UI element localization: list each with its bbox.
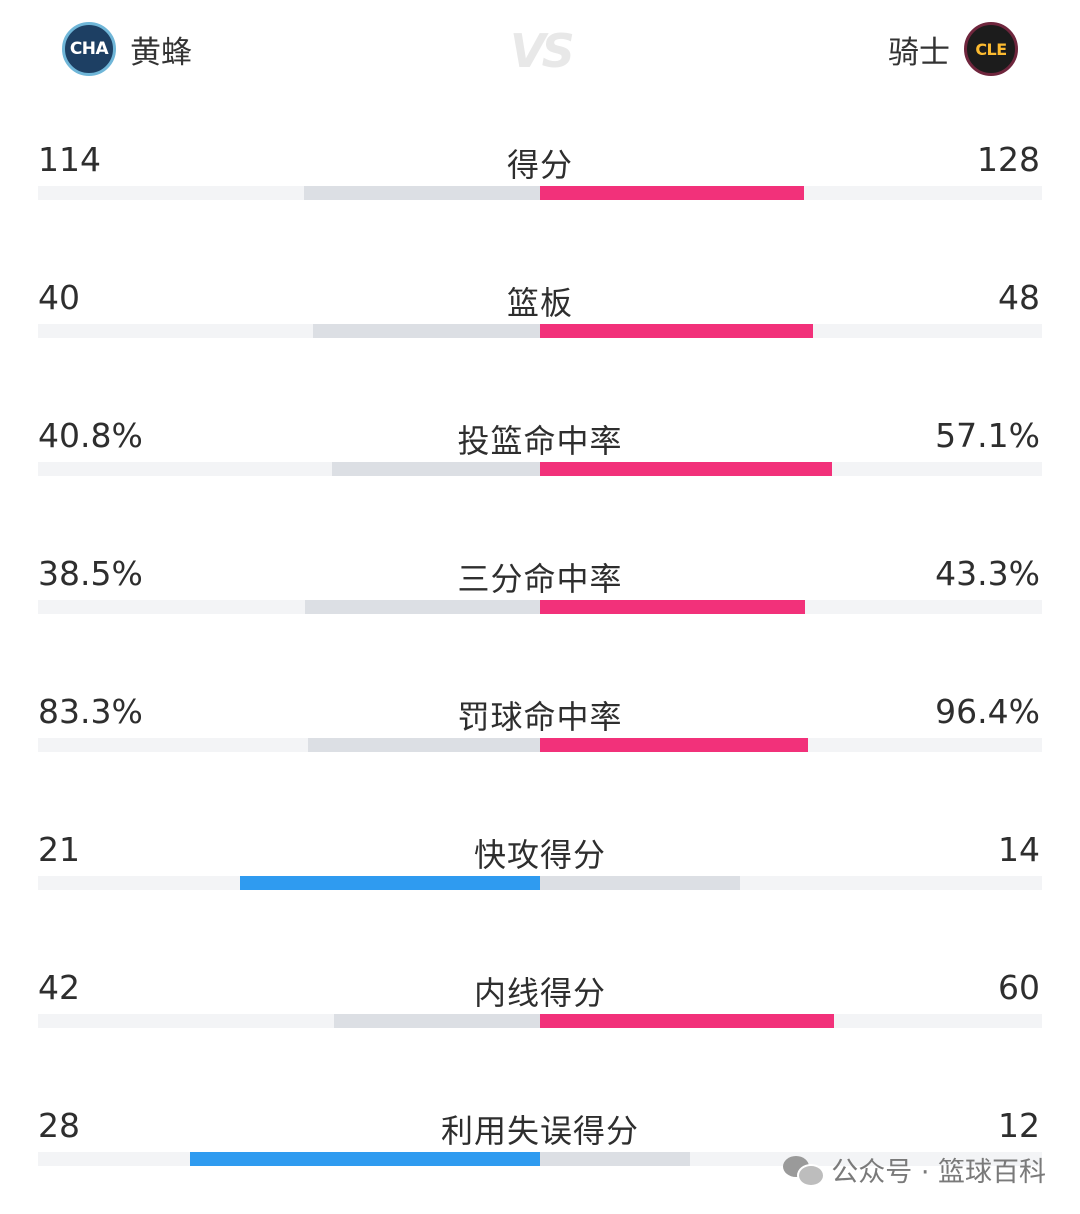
- away-stat-value: 60: [998, 968, 1040, 1007]
- away-stat-bar: [540, 876, 740, 890]
- stat-label: 篮板: [506, 284, 573, 322]
- away-stat-bar: [540, 1014, 834, 1028]
- watermark-text: 公众号 · 篮球百科: [831, 1157, 1046, 1188]
- home-stat-bar: [304, 186, 540, 200]
- away-stat-value: 14: [998, 830, 1040, 869]
- home-stat-bar: [308, 738, 540, 752]
- away-stat-bar: [540, 186, 804, 200]
- away-stat-value: 43.3%: [935, 554, 1040, 593]
- home-stat-value: 38.5%: [38, 554, 143, 593]
- home-stat-bar: [332, 462, 540, 476]
- away-team[interactable]: 骑士 CLE: [888, 22, 1018, 76]
- stat-row: 38.5% 三分命中率 43.3%: [0, 554, 1080, 654]
- stat-row: 21 快攻得分 14: [0, 830, 1080, 930]
- home-stat-value: 40: [38, 278, 80, 317]
- away-stat-value: 96.4%: [935, 692, 1040, 731]
- watermark: 公众号 · 篮球百科: [783, 1150, 1046, 1189]
- stat-label: 利用失误得分: [440, 1112, 639, 1150]
- home-team[interactable]: CHA 黄蜂: [62, 22, 192, 76]
- home-stat-value: 83.3%: [38, 692, 143, 731]
- away-stat-bar: [540, 324, 813, 338]
- stat-label: 快攻得分: [473, 836, 606, 874]
- stat-label: 投篮命中率: [457, 422, 623, 460]
- home-stat-value: 40.8%: [38, 416, 143, 455]
- stat-label: 内线得分: [473, 974, 606, 1012]
- stat-row: 83.3% 罚球命中率 96.4%: [0, 692, 1080, 792]
- home-stat-value: 114: [38, 140, 101, 179]
- away-stat-value: 57.1%: [935, 416, 1040, 455]
- home-stat-value: 42: [38, 968, 80, 1007]
- stat-label: 得分: [506, 146, 573, 184]
- wechat-icon: [783, 1154, 826, 1187]
- stat-label: 三分命中率: [457, 560, 623, 598]
- vs-logo: VS: [510, 24, 575, 78]
- away-stat-bar: [540, 1152, 690, 1166]
- away-stat-bar: [540, 738, 808, 752]
- stat-row: 114 得分 128: [0, 140, 1080, 240]
- away-stat-value: 12: [998, 1106, 1040, 1145]
- away-stat-value: 128: [977, 140, 1040, 179]
- match-header: CHA 黄蜂 VS 骑士 CLE: [0, 0, 1080, 100]
- hornets-logo: CHA: [62, 22, 116, 76]
- stat-label: 罚球命中率: [457, 698, 623, 736]
- home-stat-value: 21: [38, 830, 80, 869]
- home-stat-value: 28: [38, 1106, 80, 1145]
- home-stat-bar: [334, 1014, 540, 1028]
- home-stat-bar: [190, 1152, 540, 1166]
- stat-row: 40.8% 投篮命中率 57.1%: [0, 416, 1080, 516]
- stat-row: 42 内线得分 60: [0, 968, 1080, 1068]
- home-stat-bar: [240, 876, 540, 890]
- away-stat-bar: [540, 600, 805, 614]
- cavaliers-logo: CLE: [964, 22, 1018, 76]
- home-team-name: 黄蜂: [130, 34, 192, 71]
- away-stat-bar: [540, 462, 832, 476]
- away-stat-value: 48: [998, 278, 1040, 317]
- home-stat-bar: [313, 324, 540, 338]
- stat-row: 40 篮板 48: [0, 278, 1080, 378]
- away-team-name: 骑士: [888, 34, 950, 71]
- home-stat-bar: [305, 600, 540, 614]
